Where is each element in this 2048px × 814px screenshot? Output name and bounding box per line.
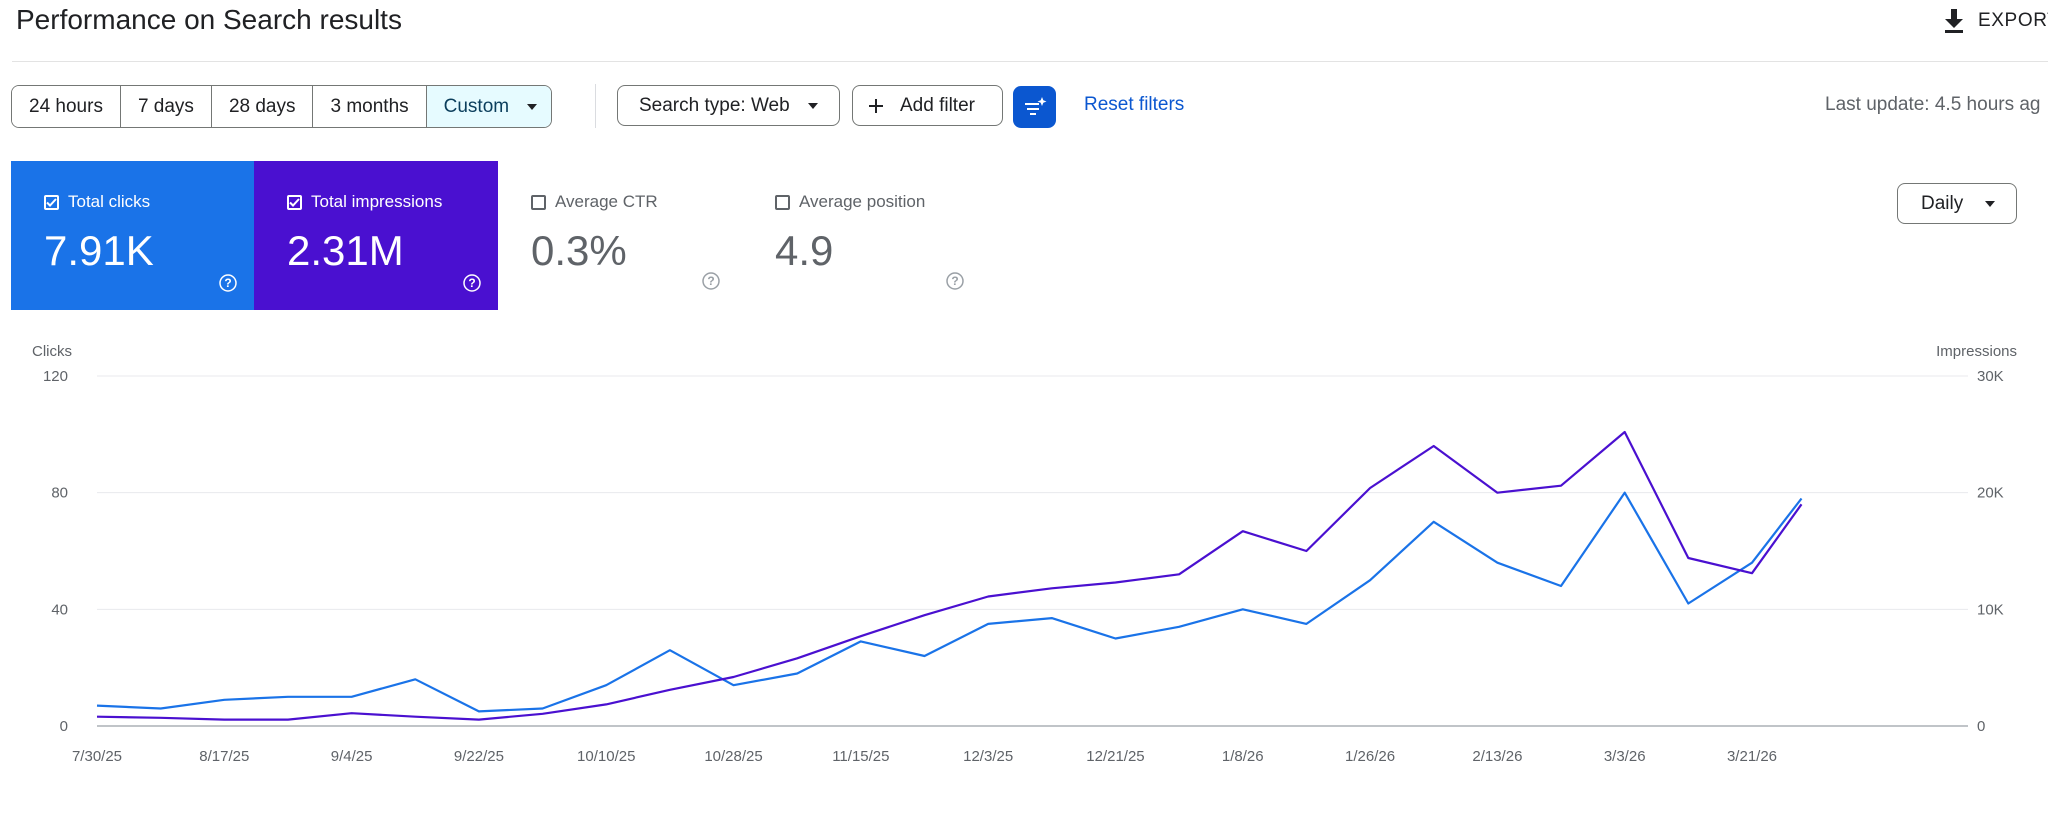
add-filter-label: Add filter [900, 94, 975, 116]
date-range-24-hours[interactable]: 24 hours [12, 86, 121, 127]
checkbox-unchecked-icon[interactable] [775, 194, 790, 210]
x-tick-label: 12/21/25 [1086, 748, 1144, 765]
y-right-tick-label: 30K [1977, 368, 2004, 385]
x-tick-label: 12/3/25 [963, 748, 1013, 765]
metric-card-total-clicks[interactable]: Total clicks 7.91K ? [11, 161, 254, 310]
caret-down-icon [1985, 200, 1996, 207]
last-update-text: Last update: 4.5 hours ag [1825, 94, 2041, 115]
filter-sparkle-icon [1024, 97, 1046, 115]
svg-text:?: ? [707, 274, 714, 288]
reset-filters-link[interactable]: Reset filters [1084, 94, 1185, 115]
help-icon[interactable]: ? [946, 272, 964, 290]
metric-label: Total clicks [68, 192, 151, 211]
y-right-tick-label: 10K [1977, 601, 2004, 618]
date-range-selector: 24 hours 7 days 28 days 3 months Custom [11, 85, 553, 128]
metric-card-average-position[interactable]: Average position 4.9 ? [742, 161, 986, 310]
metric-card-average-ctr[interactable]: Average CTR 0.3% ? [498, 161, 742, 310]
y-left-tick-label: 0 [60, 718, 68, 735]
search-type-dropdown[interactable]: Search type: Web [617, 85, 840, 126]
help-icon[interactable]: ? [463, 274, 481, 292]
series-line-total-clicks [96, 491, 1803, 713]
caret-down-icon [527, 103, 538, 110]
y-left-tick-label: 40 [51, 601, 68, 618]
metric-label: Total impressions [311, 192, 443, 211]
x-tick-label: 10/28/25 [704, 748, 762, 765]
checkbox-unchecked-icon[interactable] [531, 194, 546, 210]
toolbar-divider [595, 84, 596, 128]
export-button[interactable]: EXPORT [1942, 4, 2048, 38]
search-type-label: Search type: Web [639, 94, 790, 116]
date-range-label: Custom [443, 95, 510, 117]
help-icon[interactable]: ? [702, 272, 720, 290]
date-range-3-months[interactable]: 3 months [313, 86, 427, 127]
add-filter-button[interactable]: Add filter [852, 85, 1003, 126]
metric-value: 0.3% [531, 227, 627, 274]
y-left-axis-label: Clicks [32, 343, 72, 360]
x-tick-label: 9/4/25 [331, 748, 373, 765]
date-range-28-days[interactable]: 28 days [211, 86, 314, 127]
x-tick-label: 7/30/25 [72, 748, 122, 765]
svg-text:?: ? [951, 274, 958, 288]
date-range-7-days[interactable]: 7 days [120, 86, 212, 127]
date-range-label: 7 days [137, 95, 194, 117]
x-tick-label: 1/26/26 [1345, 748, 1395, 765]
plus-icon [869, 98, 883, 113]
date-range-label: 28 days [228, 95, 296, 117]
y-right-axis-label: Impressions [1936, 343, 2017, 360]
checkbox-checked-icon[interactable] [44, 194, 59, 210]
x-tick-label: 3/21/26 [1727, 748, 1777, 765]
download-icon [1945, 9, 1963, 33]
x-tick-label: 11/15/25 [832, 748, 889, 765]
metric-label: Average CTR [555, 192, 658, 211]
series-line-total-impressions [96, 430, 1803, 721]
metric-card-total-impressions[interactable]: Total impressions 2.31M ? [254, 161, 498, 310]
x-tick-label: 8/17/25 [199, 748, 249, 765]
y-left-tick-label: 120 [43, 368, 68, 385]
x-tick-label: 9/22/25 [454, 748, 504, 765]
filter-settings-button[interactable] [1013, 86, 1056, 128]
date-range-label: 3 months [330, 95, 409, 117]
metric-value: 2.31M [287, 227, 404, 274]
x-tick-label: 10/10/25 [577, 748, 635, 765]
x-tick-label: 1/8/26 [1222, 748, 1264, 765]
checkbox-checked-icon[interactable] [287, 194, 302, 210]
metric-value: 4.9 [775, 227, 834, 274]
metric-value: 7.91K [44, 227, 154, 274]
metric-label: Average position [799, 192, 926, 211]
granularity-dropdown[interactable]: Daily [1897, 183, 2017, 224]
help-icon[interactable]: ? [219, 274, 237, 292]
y-right-tick-label: 0 [1977, 718, 1985, 735]
caret-down-icon [807, 102, 818, 109]
granularity-label: Daily [1921, 192, 1964, 214]
y-right-tick-label: 20K [1977, 485, 2004, 502]
export-label: EXPORT [1978, 10, 2048, 31]
y-left-tick-label: 80 [51, 485, 68, 502]
date-range-label: 24 hours [29, 95, 103, 117]
x-tick-label: 3/3/26 [1604, 748, 1646, 765]
page-title: Performance on Search results [16, 4, 402, 35]
header-divider [12, 61, 2048, 62]
x-tick-label: 2/13/26 [1472, 748, 1522, 765]
svg-text:?: ? [468, 276, 475, 290]
date-range-custom[interactable]: Custom [426, 86, 552, 127]
svg-text:?: ? [224, 276, 231, 290]
performance-chart: 0 0 40 10K 80 20K 120 30K Clicks Impressions 7/30/… [32, 343, 2017, 765]
